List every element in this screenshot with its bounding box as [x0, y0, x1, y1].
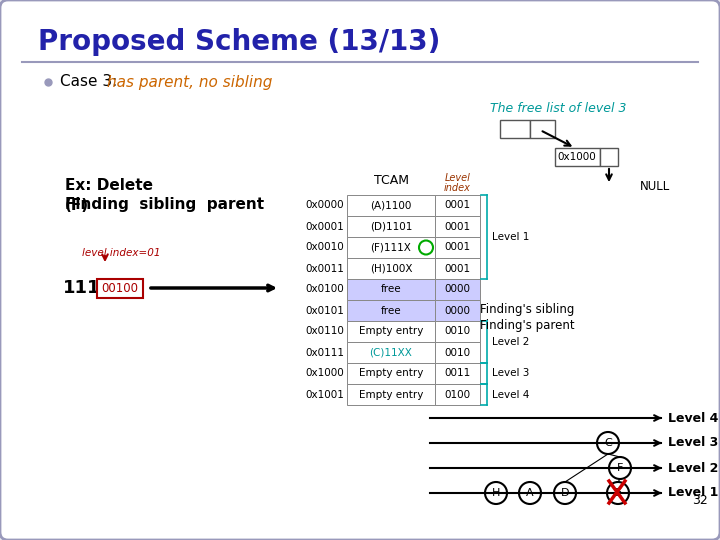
Text: 0100: 0100	[444, 389, 471, 400]
Text: Empty entry: Empty entry	[359, 389, 423, 400]
FancyBboxPatch shape	[347, 321, 435, 342]
FancyBboxPatch shape	[347, 216, 435, 237]
Text: The free list of level 3: The free list of level 3	[490, 102, 626, 114]
Text: 0x1001: 0x1001	[305, 389, 344, 400]
Text: (F)111X: (F)111X	[371, 242, 411, 253]
Text: Level 3: Level 3	[492, 368, 529, 379]
Text: D: D	[561, 488, 570, 498]
Text: 0x0111: 0x0111	[305, 348, 344, 357]
Text: 0001: 0001	[444, 242, 471, 253]
Text: E: E	[614, 488, 621, 498]
Text: (C)11XX: (C)11XX	[369, 348, 413, 357]
Text: Level 3: Level 3	[668, 436, 719, 449]
FancyBboxPatch shape	[347, 195, 435, 216]
Text: (A)1100: (A)1100	[370, 200, 412, 211]
Text: A: A	[526, 488, 534, 498]
Text: 0x0001: 0x0001	[305, 221, 344, 232]
Text: 0001: 0001	[444, 264, 471, 273]
Text: 0x0110: 0x0110	[305, 327, 344, 336]
Text: Finding's parent: Finding's parent	[480, 319, 575, 332]
Text: 0x0011: 0x0011	[305, 264, 344, 273]
Text: free: free	[381, 285, 401, 294]
Text: Level: Level	[444, 173, 470, 183]
FancyBboxPatch shape	[435, 279, 480, 300]
Text: 0x0000: 0x0000	[305, 200, 344, 211]
FancyBboxPatch shape	[347, 363, 435, 384]
FancyBboxPatch shape	[347, 342, 435, 363]
Text: Level 4: Level 4	[668, 411, 719, 424]
Text: 1111: 1111	[63, 279, 113, 297]
Text: (D)1101: (D)1101	[370, 221, 412, 232]
Text: 0000: 0000	[444, 285, 470, 294]
FancyBboxPatch shape	[347, 279, 435, 300]
Text: 00100: 00100	[102, 282, 138, 295]
Text: 0x1000: 0x1000	[557, 152, 596, 162]
Text: Case 3:: Case 3:	[60, 75, 127, 90]
FancyBboxPatch shape	[435, 321, 480, 342]
Text: F: F	[617, 463, 624, 473]
FancyBboxPatch shape	[347, 384, 435, 405]
Text: Empty entry: Empty entry	[359, 368, 423, 379]
Text: 0x1000: 0x1000	[305, 368, 344, 379]
Text: free: free	[381, 306, 401, 315]
Text: TCAM: TCAM	[374, 173, 408, 186]
FancyBboxPatch shape	[347, 300, 435, 321]
Text: Level 1: Level 1	[668, 487, 719, 500]
Text: (H)100X: (H)100X	[370, 264, 413, 273]
Text: has parent, no sibling: has parent, no sibling	[107, 75, 272, 90]
FancyBboxPatch shape	[600, 148, 618, 166]
FancyBboxPatch shape	[347, 237, 435, 258]
FancyBboxPatch shape	[435, 237, 480, 258]
FancyBboxPatch shape	[435, 258, 480, 279]
FancyBboxPatch shape	[347, 258, 435, 279]
Text: C: C	[604, 438, 612, 448]
Text: 0001: 0001	[444, 221, 471, 232]
FancyBboxPatch shape	[97, 279, 143, 298]
Text: level index=01: level index=01	[82, 248, 161, 258]
Text: 0001: 0001	[444, 200, 471, 211]
Text: Level 2: Level 2	[668, 462, 719, 475]
Text: Finding's sibling: Finding's sibling	[480, 303, 575, 316]
Text: H: H	[492, 488, 500, 498]
FancyBboxPatch shape	[500, 120, 530, 138]
Text: Finding  sibling  parent: Finding sibling parent	[65, 198, 264, 213]
Text: (F): (F)	[65, 198, 89, 213]
FancyBboxPatch shape	[530, 120, 555, 138]
Text: index: index	[444, 183, 471, 193]
Text: 0010: 0010	[444, 327, 471, 336]
Text: 0000: 0000	[444, 306, 470, 315]
Text: 32: 32	[692, 494, 708, 507]
FancyBboxPatch shape	[435, 300, 480, 321]
FancyBboxPatch shape	[435, 363, 480, 384]
FancyBboxPatch shape	[435, 384, 480, 405]
Text: 0010: 0010	[444, 348, 471, 357]
FancyBboxPatch shape	[555, 148, 600, 166]
Text: Level 2: Level 2	[492, 337, 529, 347]
Text: Level 4: Level 4	[492, 389, 529, 400]
Text: Proposed Scheme (13/13): Proposed Scheme (13/13)	[38, 28, 441, 56]
FancyBboxPatch shape	[435, 195, 480, 216]
Text: Level 1: Level 1	[492, 232, 529, 242]
Text: 0x0100: 0x0100	[305, 285, 344, 294]
FancyBboxPatch shape	[435, 216, 480, 237]
Text: 0x0010: 0x0010	[305, 242, 344, 253]
Text: 0x0101: 0x0101	[305, 306, 344, 315]
Text: Ex: Delete: Ex: Delete	[65, 178, 153, 192]
Text: Empty entry: Empty entry	[359, 327, 423, 336]
Text: 0011: 0011	[444, 368, 471, 379]
FancyBboxPatch shape	[435, 342, 480, 363]
Text: NULL: NULL	[640, 179, 670, 192]
